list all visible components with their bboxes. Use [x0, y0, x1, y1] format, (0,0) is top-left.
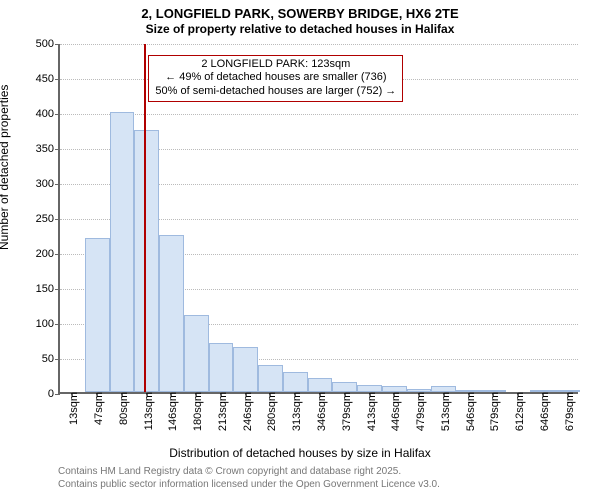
annotation-line: ← 49% of detached houses are smaller (73… [155, 71, 396, 85]
x-tick-label: 146sqm [167, 392, 179, 431]
x-tick-label: 612sqm [514, 392, 526, 431]
annotation-line: 2 LONGFIELD PARK: 123sqm [155, 58, 396, 72]
x-tick-label: 13sqm [68, 392, 80, 425]
x-tick-label: 513sqm [440, 392, 452, 431]
x-tick-label: 113sqm [143, 392, 155, 430]
annotation-line: 50% of semi-detached houses are larger (… [155, 85, 396, 99]
footer-line-2: Contains public sector information licen… [58, 479, 440, 490]
histogram-bar [110, 112, 135, 392]
y-tick-label: 300 [36, 178, 60, 190]
histogram-bar [357, 385, 382, 392]
x-tick-label: 379sqm [341, 392, 353, 431]
x-tick-label: 346sqm [316, 392, 328, 431]
histogram-bar [258, 365, 283, 392]
y-axis-label: Number of detached properties [0, 85, 11, 250]
histogram-bar [85, 238, 110, 392]
y-tick-label: 150 [36, 283, 60, 295]
y-tick-label: 0 [48, 388, 60, 400]
y-tick-label: 250 [36, 213, 60, 225]
property-marker-line [144, 44, 146, 392]
x-tick-label: 579sqm [489, 392, 501, 431]
x-tick-label: 246sqm [242, 392, 254, 431]
y-tick-label: 100 [36, 318, 60, 330]
x-tick-label: 80sqm [118, 392, 130, 425]
x-tick-label: 646sqm [539, 392, 551, 431]
y-tick-label: 350 [36, 143, 60, 155]
y-tick-label: 400 [36, 108, 60, 120]
histogram-bar [233, 347, 258, 393]
plot-area: 05010015020025030035040045050013sqm47sqm… [58, 44, 578, 394]
x-tick-label: 47sqm [93, 392, 105, 425]
x-tick-label: 213sqm [217, 392, 229, 431]
x-tick-label: 313sqm [291, 392, 303, 431]
y-tick-label: 450 [36, 73, 60, 85]
x-tick-label: 479sqm [415, 392, 427, 431]
chart-subtitle: Size of property relative to detached ho… [0, 22, 600, 36]
x-tick-label: 546sqm [465, 392, 477, 431]
gridline [60, 44, 578, 45]
annotation-box: 2 LONGFIELD PARK: 123sqm← 49% of detache… [148, 55, 403, 102]
x-tick-label: 280sqm [266, 392, 278, 431]
histogram-bar [308, 378, 333, 392]
histogram-bar [184, 315, 209, 392]
y-tick-label: 200 [36, 248, 60, 260]
chart-title: 2, LONGFIELD PARK, SOWERBY BRIDGE, HX6 2… [0, 6, 600, 21]
histogram-bar [283, 372, 308, 392]
x-tick-label: 679sqm [564, 392, 576, 431]
x-axis-label: Distribution of detached houses by size … [0, 446, 600, 460]
x-tick-label: 413sqm [366, 392, 378, 431]
chart-container: 2, LONGFIELD PARK, SOWERBY BRIDGE, HX6 2… [0, 0, 600, 500]
y-tick-label: 50 [42, 353, 60, 365]
footer-line-1: Contains HM Land Registry data © Crown c… [58, 466, 401, 477]
histogram-bar [332, 382, 357, 393]
gridline [60, 114, 578, 115]
histogram-bar [209, 343, 234, 392]
x-tick-label: 446sqm [390, 392, 402, 431]
histogram-bar [159, 235, 184, 393]
x-tick-label: 180sqm [192, 392, 204, 431]
y-tick-label: 500 [36, 38, 60, 50]
histogram-bar [134, 130, 159, 393]
